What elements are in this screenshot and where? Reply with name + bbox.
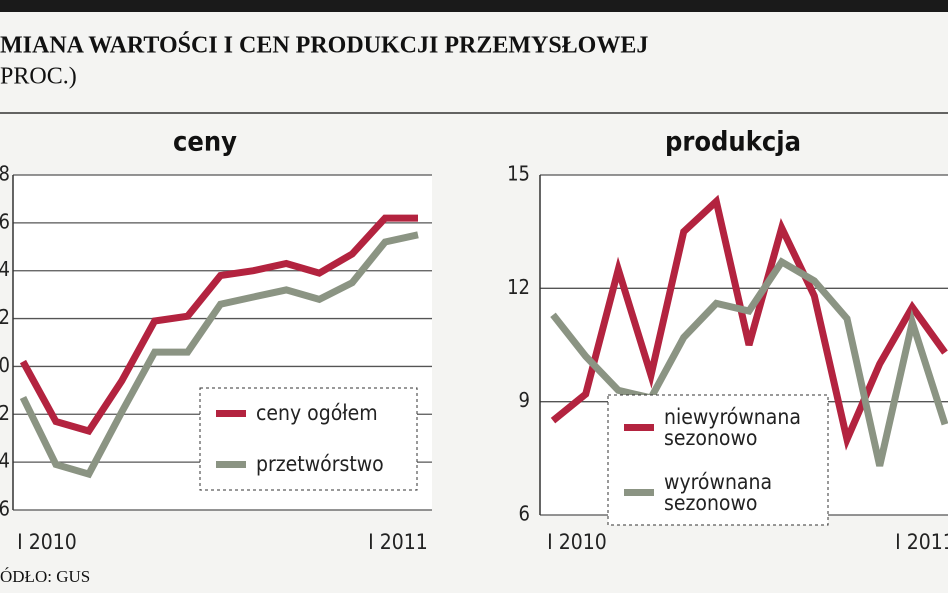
x-tick-label: I 2010 <box>17 530 77 554</box>
y-tick-label: -4 <box>0 449 10 473</box>
legend-label: wyrównana sezonowo <box>664 469 773 515</box>
legend-label: ceny ogółem <box>256 401 378 425</box>
y-tick-label: -6 <box>0 497 10 521</box>
y-tick-label: 6 <box>519 502 530 526</box>
x-tick-label: I 2011 <box>895 530 948 554</box>
legend-label: przetwórstwo <box>256 452 384 476</box>
y-tick-label: 2 <box>0 305 10 329</box>
x-tick-label: I 2010 <box>547 530 607 554</box>
top-bar <box>0 0 948 12</box>
legend-box <box>607 394 829 526</box>
series-line <box>550 257 948 467</box>
page-title: MIANA WARTOŚCI I CEN PRODUKCJI PRZEMYSŁO… <box>0 32 648 59</box>
y-tick-label: 15 <box>507 162 530 186</box>
y-tick-label: 6 <box>0 209 10 233</box>
chart-title: produkcja <box>665 127 801 158</box>
chart-title: ceny <box>173 127 237 158</box>
legend-box <box>199 387 418 491</box>
series-line <box>19 214 418 436</box>
source: ÓDŁO: GUS <box>0 567 90 586</box>
series-line <box>550 194 948 451</box>
legend-label: niewyrównana sezonowo <box>664 404 801 450</box>
y-tick-label: 9 <box>519 388 530 412</box>
y-tick-label: 12 <box>507 275 530 299</box>
y-tick-label: 0 <box>0 353 10 377</box>
series-line <box>19 231 419 479</box>
page-subtitle: PROC.) <box>0 64 77 90</box>
y-tick-label: -2 <box>0 401 10 425</box>
x-tick-label: I 2011 <box>368 530 428 554</box>
y-tick-label: 4 <box>0 257 10 281</box>
y-tick-label: 8 <box>0 162 10 186</box>
